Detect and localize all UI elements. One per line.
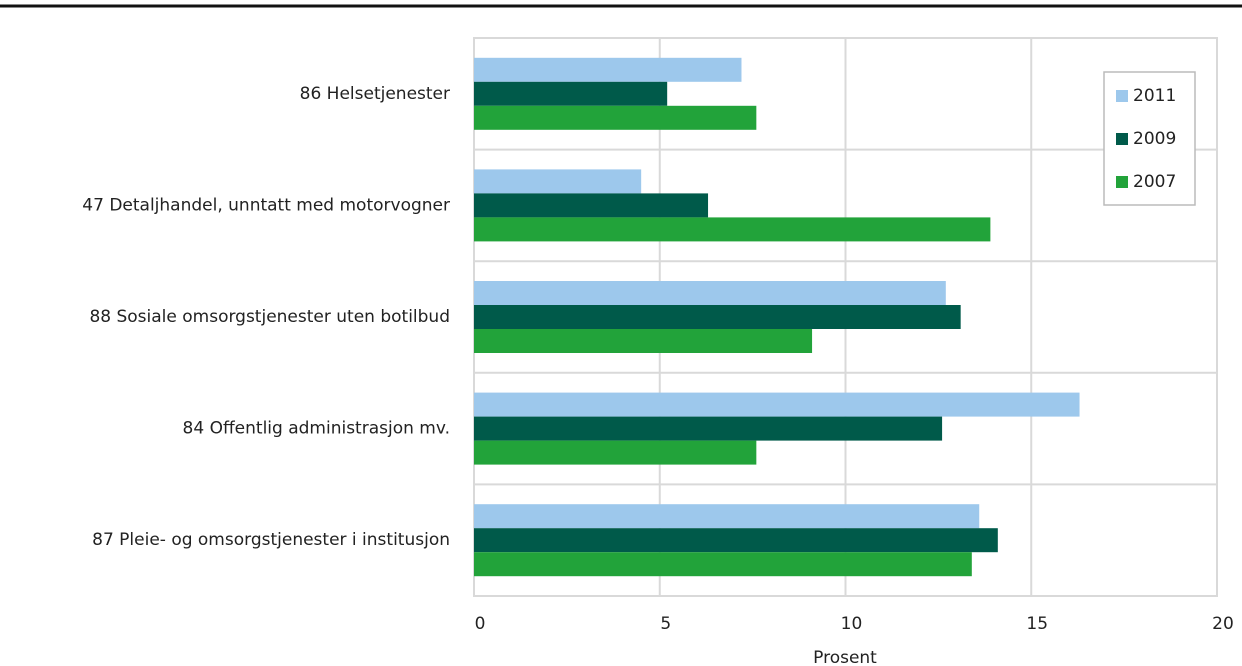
x-tick-label: 0 — [475, 614, 486, 634]
bar — [474, 81, 668, 106]
bar — [474, 305, 961, 329]
bar — [474, 217, 991, 242]
x-tick-label: 20 — [1212, 614, 1234, 634]
legend-label: 2007 — [1133, 172, 1176, 192]
x-tick-label: 5 — [660, 614, 671, 634]
legend-swatch — [1116, 90, 1128, 102]
bar — [474, 281, 946, 305]
bar — [474, 169, 642, 194]
y-tick-label: 87 Pleie- og omsorgstjenester i institus… — [92, 530, 450, 550]
x-tick-label: 15 — [1026, 614, 1048, 634]
bar — [474, 57, 742, 82]
x-axis-label: Prosent — [813, 648, 877, 666]
legend-swatch — [1116, 133, 1128, 145]
bar — [474, 552, 972, 577]
bar — [474, 392, 1080, 417]
bar — [474, 440, 757, 465]
bar — [474, 105, 757, 130]
legend-label: 2009 — [1133, 129, 1176, 149]
bar — [474, 193, 709, 218]
legend-label: 2011 — [1133, 86, 1176, 106]
y-tick-label: 86 Helsetjenester — [300, 84, 450, 104]
bar — [474, 329, 813, 353]
y-tick-label: 84 Offentlig administrasjon mv. — [183, 419, 450, 439]
legend-swatch — [1116, 176, 1128, 188]
bar — [474, 504, 980, 529]
bar — [474, 528, 998, 553]
y-tick-label: 88 Sosiale omsorgstjenester uten botilbu… — [89, 307, 450, 327]
bar — [474, 416, 943, 441]
x-tick-label: 10 — [841, 614, 863, 634]
y-tick-label: 47 Detaljhandel, unntatt med motorvogner — [82, 195, 450, 215]
